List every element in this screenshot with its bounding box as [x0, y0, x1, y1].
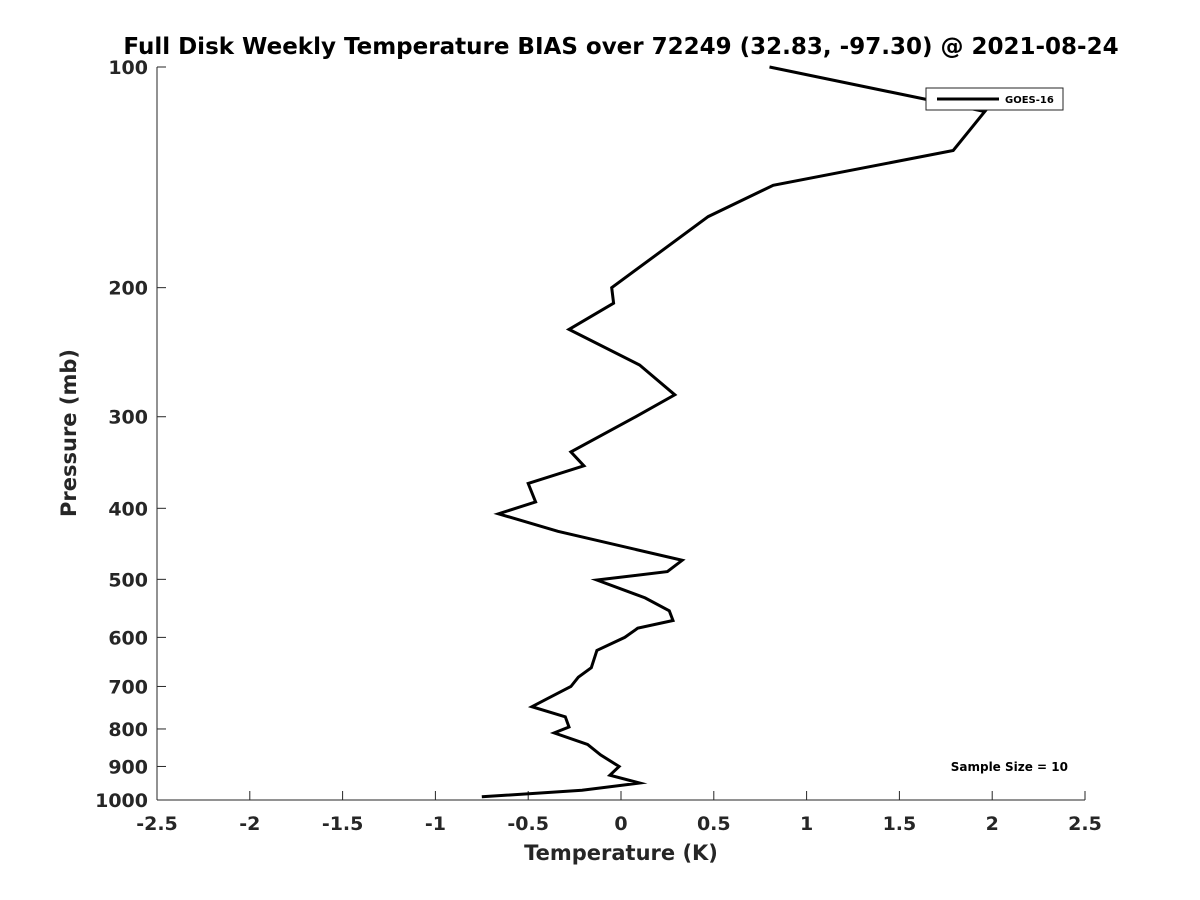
- series-layer: [481, 65, 988, 799]
- x-tick-label: -1.5: [322, 813, 364, 835]
- sample-size-annotation: Sample Size = 10: [951, 760, 1068, 774]
- y-tick-label: 500: [108, 569, 148, 591]
- x-tick-label: 2: [986, 813, 999, 835]
- x-axis-label: Temperature (K): [524, 841, 718, 865]
- x-tick-label: -0.5: [507, 813, 549, 835]
- x-tick-label: 1.5: [883, 813, 917, 835]
- x-tick-label: -2: [239, 813, 260, 835]
- y-tick-label: 800: [108, 719, 148, 741]
- x-tick-label: 2.5: [1068, 813, 1102, 835]
- y-tick-label: 200: [108, 278, 148, 300]
- legend: GOES-16: [925, 87, 1064, 111]
- chart-title: Full Disk Weekly Temperature BIAS over 7…: [123, 34, 1118, 60]
- y-tick-label: 700: [108, 676, 148, 698]
- x-tick-label: -1: [425, 813, 446, 835]
- x-tick-label: 0.5: [697, 813, 731, 835]
- y-tick-label: 1000: [95, 790, 148, 812]
- x-tick-label: -2.5: [136, 813, 178, 835]
- legend-label-goes-16: GOES-16: [1005, 95, 1054, 106]
- y-tick-label: 900: [108, 756, 148, 778]
- y-axis-label: Pressure (mb): [57, 349, 81, 517]
- axes: -2.5 -2 -1.5 -1 -0.5 0 0.5 1 1.5 2 2.5 100 200 300 400…: [95, 57, 1102, 835]
- y-tick-label: 400: [108, 498, 148, 520]
- plot-area: [157, 67, 1085, 800]
- y-tick-label: 100: [108, 57, 148, 79]
- series-line-goes-16: [481, 65, 988, 799]
- x-tick-label: 0: [614, 813, 627, 835]
- x-tick-label: 1: [800, 813, 813, 835]
- y-tick-label: 600: [108, 627, 148, 649]
- y-tick-label: 300: [108, 407, 148, 429]
